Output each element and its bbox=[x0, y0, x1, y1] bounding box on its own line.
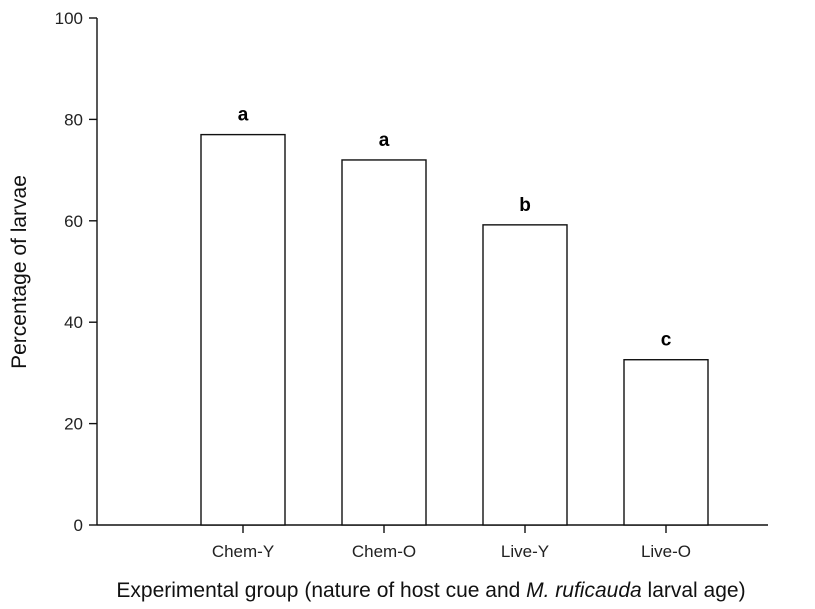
y-tick-label: 20 bbox=[64, 415, 83, 434]
significance-label: c bbox=[661, 330, 672, 351]
x-tick-label: Chem-O bbox=[352, 542, 416, 561]
x-axis-title: Experimental group (nature of host cue a… bbox=[116, 579, 745, 602]
significance-label: a bbox=[379, 130, 390, 151]
y-tick-label: 40 bbox=[64, 313, 83, 332]
x-axis bbox=[97, 524, 768, 533]
bar-chem-o bbox=[341, 159, 427, 526]
x-axis-title-part: larval age) bbox=[642, 579, 746, 602]
significance-label: b bbox=[519, 195, 531, 216]
x-tick-label: Live-Y bbox=[501, 542, 549, 561]
bar-live-y bbox=[482, 224, 568, 526]
y-tick-label: 60 bbox=[64, 212, 83, 231]
bar-chem-y bbox=[200, 133, 286, 526]
y-axis-title: Percentage of larvae bbox=[8, 175, 31, 369]
category-labels: Chem-Y Chem-O Live-Y Live-O bbox=[212, 542, 691, 561]
x-tick-label: Live-O bbox=[641, 542, 691, 561]
y-tick-label: 80 bbox=[64, 110, 83, 129]
significance-labels: a a b c bbox=[238, 105, 672, 351]
y-axis: 0 20 40 60 80 100 bbox=[55, 9, 98, 535]
bar-live-o bbox=[623, 359, 709, 526]
x-axis-title-part: Experimental group (nature of host cue a… bbox=[116, 579, 526, 602]
significance-label: a bbox=[238, 105, 249, 126]
y-tick-label: 0 bbox=[74, 516, 83, 535]
x-tick-label: Chem-Y bbox=[212, 542, 274, 561]
y-tick-label: 100 bbox=[55, 9, 83, 28]
bars bbox=[200, 133, 709, 526]
x-axis-title-species: M. ruficauda bbox=[526, 579, 642, 602]
